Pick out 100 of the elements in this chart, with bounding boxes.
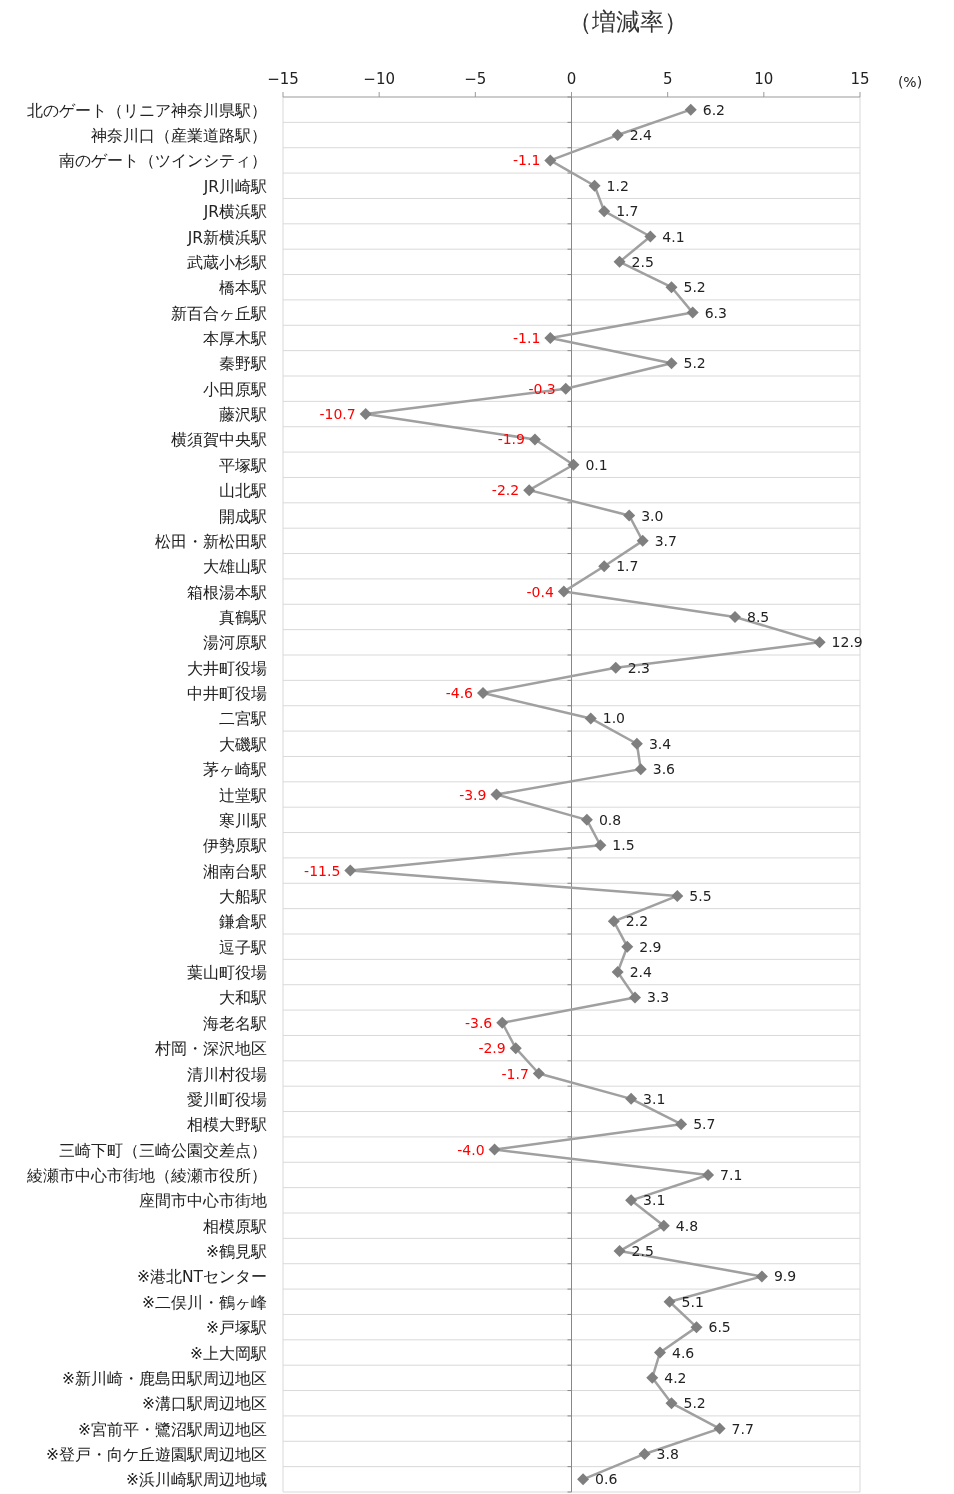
y-tick-label: 本厚木駅 [203, 329, 267, 348]
point [611, 129, 624, 142]
chart-title: （増減率） [568, 8, 688, 36]
point [625, 1092, 638, 1105]
data-label: 3.1 [643, 1192, 666, 1209]
point [544, 331, 557, 344]
data-label: -4.6 [445, 685, 474, 702]
data-label: -0.3 [528, 380, 556, 397]
y-tick-label: JR川崎駅 [202, 177, 267, 196]
y-tick-label: 大和駅 [219, 989, 267, 1008]
point [665, 281, 678, 294]
y-tick-label: 葉山町役場 [187, 964, 267, 983]
y-tick-label: ※二俣川・鶴ヶ峰 [142, 1293, 267, 1312]
data-label: -1.1 [513, 152, 541, 169]
y-tick-label: 南のゲート（ツインシティ） [59, 152, 267, 171]
y-tick-label: JR新横浜駅 [186, 228, 267, 247]
data-label: 7.1 [720, 1166, 743, 1183]
y-tick-label: 小田原駅 [203, 380, 267, 399]
y-tick-label: 伊勢原駅 [203, 837, 267, 856]
y-tick-label: 湘南台駅 [203, 862, 267, 881]
data-label: 2.3 [627, 659, 650, 676]
y-tick-label: 座間市中心市街地 [139, 1192, 267, 1211]
point [359, 408, 372, 421]
point [613, 255, 626, 268]
x-tick-label: −5 [464, 70, 487, 88]
point [607, 915, 620, 928]
point [532, 1067, 545, 1080]
data-label: 1.7 [616, 558, 639, 575]
data-label: -1.7 [501, 1065, 529, 1082]
data-label: 4.8 [675, 1217, 699, 1234]
data-label: 6.5 [708, 1319, 731, 1336]
y-tick-label: 大船駅 [219, 887, 267, 906]
data-label: 3.1 [643, 1090, 666, 1107]
y-tick-label: 大井町役場 [187, 659, 267, 678]
point [509, 1042, 522, 1055]
y-tick-label: 開成駅 [219, 507, 267, 526]
y-tick-label: 清川村役場 [187, 1065, 267, 1084]
data-label: 3.8 [656, 1445, 679, 1462]
point [523, 484, 536, 497]
y-tick-label: ※戸塚駅 [206, 1319, 267, 1338]
data-label: 12.9 [831, 634, 863, 651]
x-axis-title: (%) [897, 74, 923, 90]
data-label: 1.7 [616, 203, 639, 220]
y-tick-label: 山北駅 [219, 482, 267, 501]
y-tick-label: 辻堂駅 [219, 786, 267, 805]
point [671, 889, 684, 902]
data-label: -4.0 [457, 1141, 485, 1158]
y-tick-label: 橋本駅 [219, 279, 267, 298]
y-tick-label: 松田・新松田駅 [155, 532, 267, 551]
point [598, 205, 611, 218]
point [636, 534, 649, 547]
x-tick-label: 10 [754, 70, 774, 88]
x-tick-label: −10 [363, 70, 395, 88]
point [544, 154, 557, 167]
point [588, 179, 601, 192]
y-tick-label: ※上大岡駅 [190, 1344, 267, 1363]
data-label: 2.2 [625, 913, 649, 930]
data-label: 1.0 [602, 710, 625, 727]
data-label: -0.4 [526, 583, 554, 600]
data-label: 4.1 [662, 228, 685, 245]
data-label: 0.6 [595, 1471, 618, 1488]
data-label: 3.7 [654, 532, 677, 549]
x-tick-label: 5 [662, 70, 673, 88]
y-tick-label: 神奈川口（産業道路駅） [91, 127, 267, 146]
data-label: -2.9 [478, 1040, 506, 1057]
data-label: -1.9 [497, 431, 525, 448]
data-label: -10.7 [319, 406, 356, 423]
data-label: 3.6 [652, 761, 676, 778]
y-tick-label: ※溝口駅周辺地区 [142, 1395, 267, 1414]
point [496, 1016, 509, 1029]
y-tick-label: 秦野駅 [219, 355, 267, 374]
point [728, 610, 741, 623]
data-label: 9.9 [773, 1268, 797, 1285]
y-tick-label: ※浜川崎駅周辺地域 [126, 1471, 267, 1490]
data-label: 4.2 [664, 1369, 687, 1386]
data-label: -3.6 [464, 1014, 493, 1031]
data-label: 3.4 [648, 735, 672, 752]
point [686, 306, 699, 319]
y-tick-label: 真鶴駅 [219, 608, 267, 627]
y-tick-label: ※鶴見駅 [206, 1243, 267, 1262]
data-label: 2.4 [629, 964, 653, 981]
point [559, 382, 572, 395]
data-label: 5.5 [689, 887, 712, 904]
y-tick-label: 二宮駅 [219, 710, 267, 729]
point [477, 687, 490, 700]
data-label: -1.1 [513, 329, 541, 346]
y-tick-label: 相模大野駅 [187, 1116, 267, 1135]
point [613, 1245, 626, 1258]
y-tick-label: 海老名駅 [203, 1014, 267, 1033]
point [702, 1168, 715, 1181]
point [488, 1143, 501, 1156]
y-tick-label: ※新川崎・鹿島田駅周辺地区 [62, 1369, 267, 1388]
data-label: 6.3 [704, 304, 727, 321]
point [611, 966, 624, 979]
y-tick-label: ※宮前平・鷺沼駅周辺地区 [78, 1420, 267, 1439]
data-label: 1.2 [606, 177, 629, 194]
point [598, 560, 611, 573]
data-label: -2.2 [491, 482, 520, 499]
point [675, 1118, 688, 1131]
data-label: 5.7 [693, 1116, 716, 1133]
